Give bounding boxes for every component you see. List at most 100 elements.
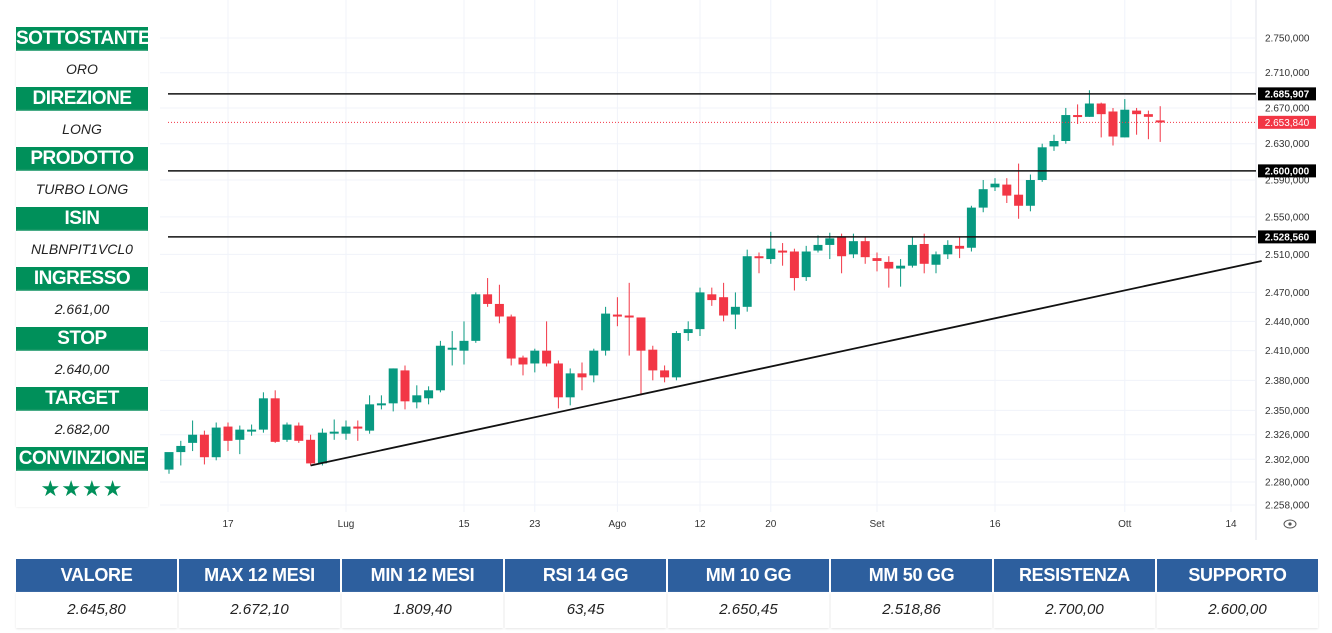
panel-value-ingresso: 2.661,00 xyxy=(16,291,148,327)
level-price-label: 2.528,560 xyxy=(1265,232,1310,243)
candle-body xyxy=(683,329,693,334)
candle-body xyxy=(353,426,363,429)
table-cell: 1.809,40 xyxy=(342,592,503,628)
panel-value-prodotto: TURBO LONG xyxy=(16,171,148,207)
candle-body xyxy=(542,350,552,364)
trendline xyxy=(310,260,1262,467)
candle-body xyxy=(896,265,906,269)
candle-body xyxy=(199,434,209,458)
candle-body xyxy=(447,347,457,350)
candle-body xyxy=(837,237,847,257)
y-tick-label: 2.326,000 xyxy=(1265,430,1310,441)
table-header: MIN 12 MESI xyxy=(342,559,503,592)
panel-label-isin: ISIN xyxy=(16,207,148,231)
panel-label-convinzione: CONVINZIONE xyxy=(16,447,148,471)
level-price-label: 2.600,000 xyxy=(1265,166,1310,177)
candle-body xyxy=(872,258,882,261)
table-cell: 2.645,80 xyxy=(16,592,177,628)
candle-body xyxy=(424,390,434,399)
candle-body xyxy=(400,370,410,402)
candle-body xyxy=(1143,114,1153,117)
candle-body xyxy=(317,432,327,464)
y-tick-label: 2.470,000 xyxy=(1265,288,1310,299)
candle-body xyxy=(258,398,268,430)
level-price-tag xyxy=(1258,230,1316,244)
candle-body xyxy=(789,251,799,279)
candle-body xyxy=(1120,109,1130,138)
candle-body xyxy=(530,350,540,364)
y-tick-label: 2.280,000 xyxy=(1265,478,1310,489)
candle-body xyxy=(1155,120,1165,123)
y-tick-label: 2.302,000 xyxy=(1265,455,1310,466)
level-price-tag xyxy=(1258,87,1316,101)
candle-body xyxy=(518,357,528,365)
candle-body xyxy=(931,254,941,265)
table-cell: 2.518,86 xyxy=(831,592,992,628)
eye-icon-pupil xyxy=(1288,522,1292,526)
table-header: RSI 14 GG xyxy=(505,559,666,592)
eye-icon xyxy=(1283,519,1297,529)
y-tick-label: 2.440,000 xyxy=(1265,317,1310,328)
x-tick-label: 16 xyxy=(989,519,1001,530)
candle-body xyxy=(801,251,811,278)
panel-label-target: TARGET xyxy=(16,387,148,411)
candle-body xyxy=(1014,194,1024,206)
candle-body xyxy=(247,429,257,432)
panel-value-isin: NLBNPIT1VCL0 xyxy=(16,231,148,267)
candle-body xyxy=(306,439,316,464)
candle-body xyxy=(848,241,858,255)
panel-value-target: 2.682,00 xyxy=(16,411,148,447)
table-cell: 63,45 xyxy=(505,592,666,628)
candle-body xyxy=(624,315,634,318)
candle-body xyxy=(412,395,422,403)
last-price-tag xyxy=(1258,115,1316,129)
panel-label-ingresso: INGRESSO xyxy=(16,267,148,291)
y-tick-label: 2.710,000 xyxy=(1265,68,1310,79)
panel-value-direzione: LONG xyxy=(16,111,148,147)
y-tick-label: 2.550,000 xyxy=(1265,212,1310,223)
price-chart[interactable]: 2.750,000 2.710,000 2.670,000 2.630,000 2.59… xyxy=(0,0,1332,545)
candle-body xyxy=(459,340,469,351)
x-tick-label: 23 xyxy=(529,519,541,530)
y-tick-label: 2.258,000 xyxy=(1265,501,1310,512)
table-header: MM 10 GG xyxy=(668,559,829,592)
candle-body xyxy=(1061,115,1071,142)
candle-body xyxy=(1037,147,1047,181)
table-cell: 2.700,00 xyxy=(994,592,1155,628)
panel-label-prodotto: PRODOTTO xyxy=(16,147,148,171)
y-tick-label: 2.410,000 xyxy=(1265,346,1310,357)
candle-body xyxy=(884,261,894,269)
x-tick-label: Ott xyxy=(1118,519,1132,530)
candle-body xyxy=(754,256,764,259)
candle-body xyxy=(565,373,575,398)
candle-body xyxy=(660,370,670,378)
x-tick-label: 15 xyxy=(458,519,470,530)
candle-body xyxy=(506,316,516,359)
candle-body xyxy=(388,368,398,404)
candle-body xyxy=(1073,115,1083,118)
y-tick-label: 2.590,000 xyxy=(1265,176,1310,187)
table-header: MAX 12 MESI xyxy=(179,559,340,592)
candle-body xyxy=(955,245,965,249)
panel-label-direzione: DIREZIONE xyxy=(16,87,148,111)
panel-label-sottostante: SOTTOSTANTE xyxy=(16,27,151,51)
candle-body xyxy=(671,333,681,378)
candle-body xyxy=(742,256,752,307)
indicators-table: VALORE MAX 12 MESI MIN 12 MESI RSI 14 GG MM … xyxy=(16,559,1318,628)
candle-body xyxy=(1108,111,1118,137)
candle-body xyxy=(376,403,386,406)
candle-body xyxy=(589,350,599,376)
y-tick-label: 2.350,000 xyxy=(1265,406,1310,417)
panel-value-stop: 2.640,00 xyxy=(16,351,148,387)
candle-body xyxy=(223,426,233,441)
candle-body xyxy=(1132,110,1142,115)
x-tick-label: Ago xyxy=(609,519,627,530)
x-tick-label: 14 xyxy=(1225,519,1237,530)
table-cell: 2.650,45 xyxy=(668,592,829,628)
candle-body xyxy=(365,404,375,431)
candle-body xyxy=(766,248,776,260)
x-tick-label: 12 xyxy=(694,519,706,530)
candle-body xyxy=(601,313,611,351)
candle-body xyxy=(294,425,304,441)
y-tick-label: 2.380,000 xyxy=(1265,376,1310,387)
